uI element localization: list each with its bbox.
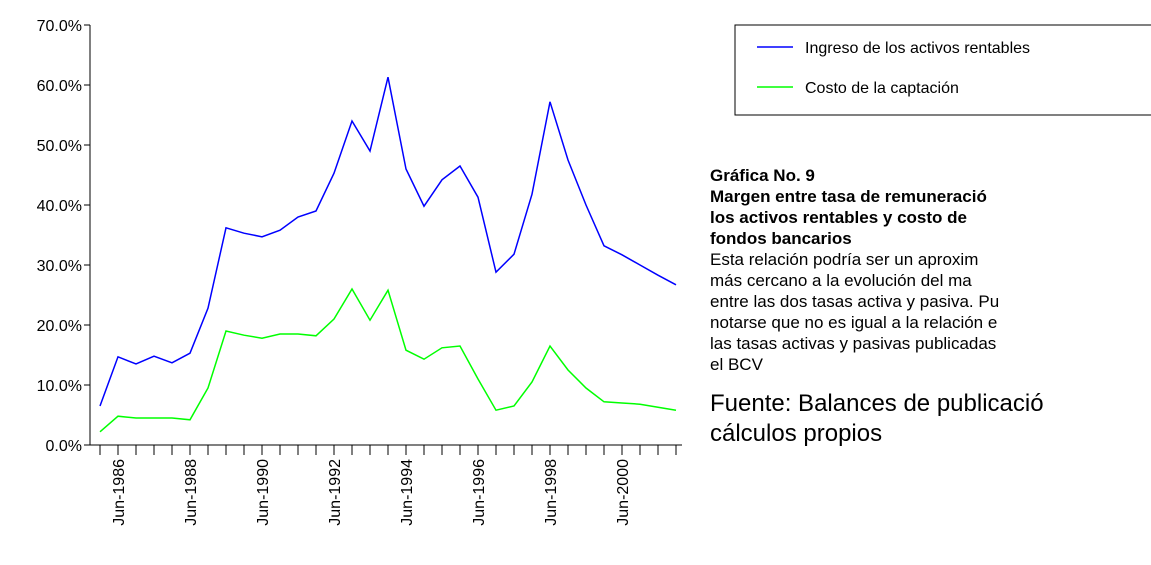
- y-tick-label: 60.0%: [37, 78, 82, 95]
- x-tick-label: Jun-1990: [255, 459, 272, 526]
- y-tick-label: 0.0%: [46, 438, 82, 455]
- x-tick-label: Jun-1992: [327, 459, 344, 526]
- line-series: [99, 287, 677, 433]
- text-line: el BCV: [710, 355, 763, 374]
- x-tick-label: Jun-1998: [543, 459, 560, 526]
- text-line: Esta relación podría ser un aproxim: [710, 250, 979, 269]
- text-line: fondos bancarios: [710, 229, 852, 248]
- y-tick-label: 70.0%: [37, 18, 82, 35]
- text-line: cálculos propios: [710, 420, 883, 447]
- text-line: las tasas activas y pasivas publicadas: [710, 334, 997, 353]
- figure-description: Esta relación podría ser un aproxim más c…: [710, 249, 1151, 375]
- y-tick-label: 10.0%: [37, 378, 82, 395]
- x-tick-label: Jun-1986: [111, 459, 128, 526]
- figure-title: Margen entre tasa de remuneració los acti…: [710, 186, 1151, 249]
- text-line: entre las dos tasas activa y pasiva. Pu: [710, 292, 1000, 311]
- x-tick-label: Jun-1994: [399, 459, 416, 526]
- y-tick-label: 40.0%: [37, 198, 82, 215]
- x-tick-label: Jun-1988: [183, 459, 200, 526]
- text-line: notarse que no es igual a la relación e: [710, 313, 998, 332]
- text-line: más cercano a la evolución del ma: [710, 271, 972, 290]
- y-tick-label: 30.0%: [37, 258, 82, 275]
- line-series: [99, 77, 677, 407]
- x-tick-label: Jun-2000: [615, 459, 632, 526]
- text-line: Margen entre tasa de remuneració: [710, 187, 987, 206]
- y-tick-label: 20.0%: [37, 318, 82, 335]
- text-line: los activos rentables y costo de: [710, 208, 967, 227]
- text-line: Fuente: Balances de publicació: [710, 390, 1044, 417]
- text-panel: Gráfica No. 9 Margen entre tasa de remun…: [710, 165, 1151, 449]
- legend-label: Costo de la captación: [805, 80, 959, 97]
- legend-label: Ingreso de los activos rentables: [805, 40, 1030, 57]
- y-tick-label: 50.0%: [37, 138, 82, 155]
- legend-box: [734, 24, 1151, 116]
- x-tick-label: Jun-1996: [471, 459, 488, 526]
- figure-heading: Gráfica No. 9: [710, 166, 815, 185]
- figure-source: Fuente: Balances de publicació cálculos p…: [710, 389, 1151, 449]
